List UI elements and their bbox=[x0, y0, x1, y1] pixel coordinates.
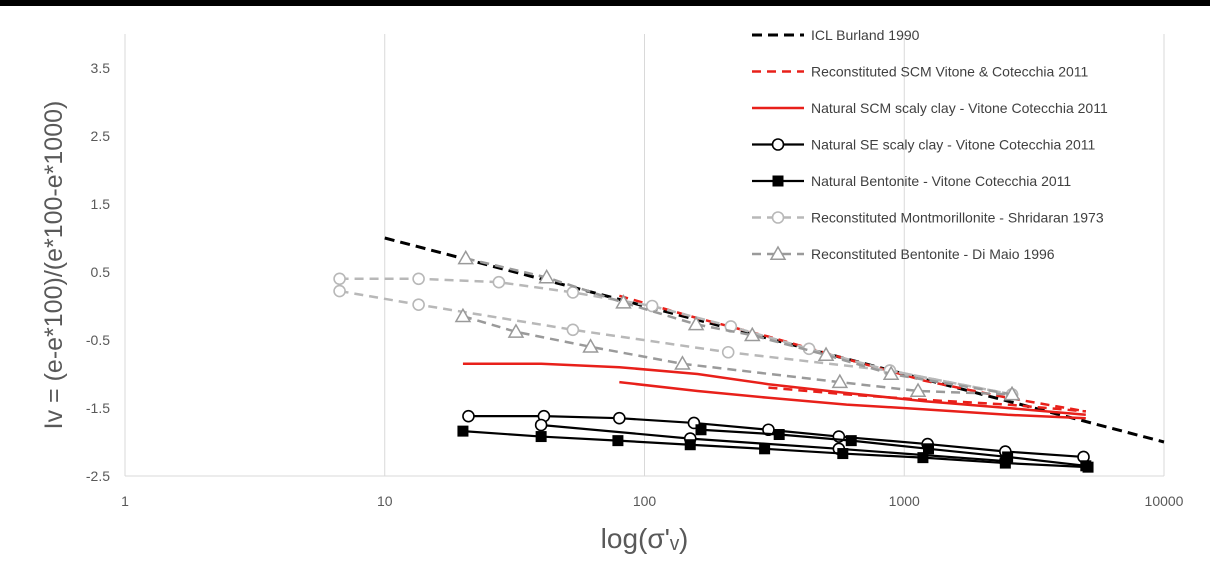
data-point bbox=[535, 431, 547, 443]
series-line bbox=[339, 277, 1013, 396]
legend-label: ICL Burland 1990 bbox=[811, 27, 920, 43]
series-line bbox=[619, 380, 1086, 420]
y-tick-label: -2.5 bbox=[86, 468, 110, 484]
data-point bbox=[759, 443, 771, 455]
y-tick-label: 1.5 bbox=[91, 196, 111, 212]
data-point bbox=[923, 443, 935, 455]
data-point bbox=[613, 411, 626, 425]
y-tick-label: 2.5 bbox=[91, 128, 111, 144]
series-6 bbox=[454, 249, 1021, 401]
x-tick-label: 1 bbox=[121, 493, 129, 509]
series-5 bbox=[333, 272, 1019, 401]
data-point bbox=[817, 346, 835, 361]
data-point bbox=[1003, 385, 1021, 401]
data-point bbox=[773, 429, 785, 441]
data-point bbox=[507, 323, 525, 338]
series-line bbox=[700, 428, 1086, 467]
legend-marker bbox=[772, 175, 784, 187]
data-point bbox=[674, 355, 691, 370]
legend-label: Natural SCM scaly clay - Vitone Cotecchi… bbox=[811, 100, 1108, 116]
data-point bbox=[721, 345, 735, 359]
data-point bbox=[566, 286, 580, 299]
data-point bbox=[534, 418, 548, 432]
data-point bbox=[909, 382, 927, 397]
data-point bbox=[333, 272, 346, 286]
data-point bbox=[412, 272, 425, 286]
data-point bbox=[333, 284, 346, 298]
x-tick-label: 100 bbox=[633, 493, 657, 509]
legend-marker bbox=[771, 138, 785, 151]
data-point bbox=[882, 365, 900, 380]
legend-label: Reconstituted Bentonite - Di Maio 1996 bbox=[811, 246, 1055, 262]
data-point bbox=[645, 299, 659, 313]
y-axis-label: Iv = (e-e*100)/(e*100-e*1000) bbox=[40, 101, 68, 430]
x-tick-label: 1000 bbox=[889, 493, 920, 509]
data-point bbox=[612, 435, 624, 447]
data-point bbox=[412, 298, 425, 311]
data-point bbox=[684, 439, 696, 451]
data-point bbox=[454, 307, 472, 323]
data-point bbox=[457, 425, 469, 437]
series-4 bbox=[457, 424, 1094, 473]
series-line bbox=[465, 257, 1013, 396]
y-tick-label: -0.5 bbox=[86, 332, 110, 348]
series-line bbox=[462, 362, 1086, 417]
tick-labels: 1 10 100 1000 10000 -2.5 -1.5 -0.5 0.5 1.5 2.5 3.5 bbox=[86, 60, 1184, 509]
y-tick-label: -1.5 bbox=[86, 400, 110, 416]
legend-marker bbox=[771, 211, 785, 224]
data-point bbox=[917, 452, 929, 464]
data-point bbox=[1080, 460, 1092, 472]
x-axis-label: log(σ'ᵥ) bbox=[601, 523, 689, 554]
data-point bbox=[538, 268, 555, 284]
data-point bbox=[831, 373, 849, 389]
series-line bbox=[339, 289, 1013, 396]
data-point bbox=[566, 323, 580, 337]
x-tick-label: 10 bbox=[377, 493, 393, 509]
x-tick-label: 10000 bbox=[1145, 493, 1184, 509]
series-layer bbox=[333, 236, 1165, 473]
legend-label: Natural SE scaly clay - Vitone Cotecchia… bbox=[811, 137, 1096, 153]
data-point bbox=[462, 409, 475, 423]
legend-label: Natural Bentonite - Vitone Cotecchia 201… bbox=[811, 173, 1071, 189]
series-2 bbox=[462, 362, 1086, 420]
legend-label: Reconstituted Montmorillonite - Shridara… bbox=[811, 210, 1104, 226]
y-tick-label: 0.5 bbox=[91, 264, 111, 280]
data-point bbox=[837, 448, 849, 460]
data-point bbox=[1002, 451, 1014, 463]
series-line bbox=[768, 386, 1086, 413]
top-border bbox=[0, 0, 1210, 6]
data-point bbox=[845, 435, 857, 447]
data-point bbox=[492, 275, 506, 289]
data-point bbox=[695, 424, 707, 436]
legend-label: Reconstituted SCM Vitone & Cotecchia 201… bbox=[811, 64, 1089, 80]
data-point bbox=[687, 315, 705, 331]
data-point bbox=[582, 338, 599, 353]
legend: ICL Burland 1990 Reconstituted SCM Vitone… bbox=[752, 27, 1108, 262]
data-point bbox=[615, 294, 632, 309]
series-1 bbox=[618, 294, 1087, 413]
grid-lines bbox=[124, 34, 1165, 476]
legend-marker bbox=[769, 245, 787, 260]
y-tick-label: 3.5 bbox=[91, 60, 111, 76]
data-point bbox=[743, 326, 761, 342]
data-point bbox=[457, 249, 475, 265]
data-point bbox=[999, 457, 1011, 469]
